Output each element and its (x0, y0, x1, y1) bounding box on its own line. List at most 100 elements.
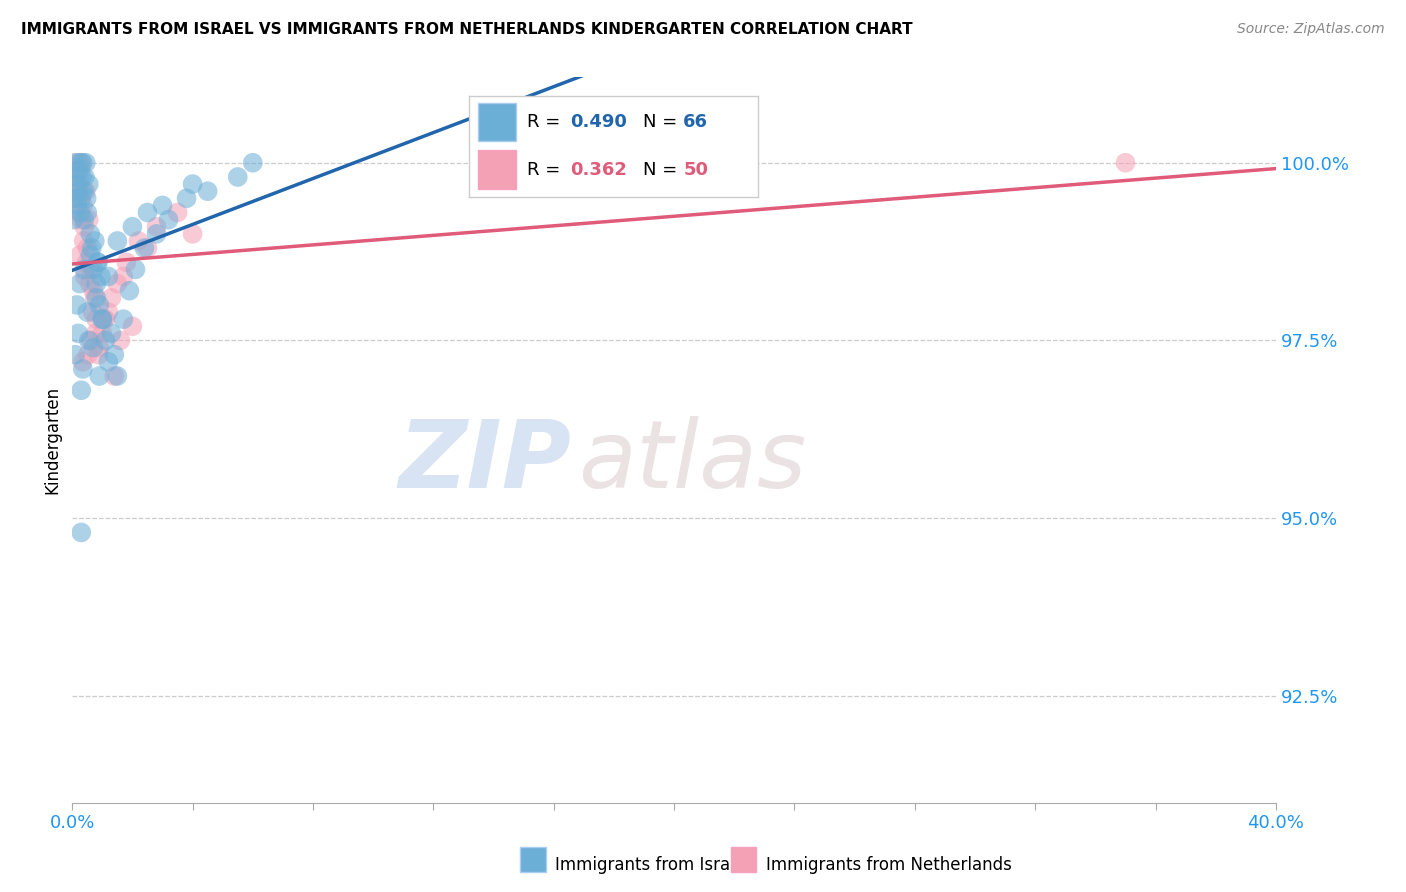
Point (77, 334, 100, 348)
Point (127, 234, 149, 248)
Point (79, 248, 101, 262)
Point (63, 191, 86, 205)
Point (66, 184, 89, 198)
Text: Source: ZipAtlas.com: Source: ZipAtlas.com (1237, 22, 1385, 37)
Point (72, 362, 94, 376)
Point (176, 191, 198, 205)
Point (67, 184, 90, 198)
Point (87, 255, 110, 269)
Point (70, 155, 93, 169)
Point (136, 241, 159, 255)
Point (105, 234, 128, 248)
Point (100, 326, 122, 341)
Point (70, 191, 93, 205)
Point (67, 326, 90, 341)
Point (226, 169, 249, 184)
Point (91, 312, 114, 326)
Point (121, 219, 143, 234)
Point (73, 184, 96, 198)
Point (73, 269, 96, 284)
Point (73, 212, 96, 227)
Point (67, 162, 90, 177)
Point (110, 334, 132, 348)
Point (72, 355, 94, 369)
Point (103, 369, 125, 384)
Point (181, 227, 204, 241)
Point (145, 219, 167, 234)
Point (66, 177, 89, 191)
Point (70, 212, 93, 227)
Point (66, 184, 89, 198)
Point (197, 184, 219, 198)
Point (89, 341, 111, 355)
Point (93, 312, 115, 326)
Point (75, 155, 97, 169)
Text: ZIP: ZIP (399, 416, 572, 508)
Point (80, 241, 103, 255)
Point (89, 298, 111, 312)
Point (69, 177, 91, 191)
Point (76, 241, 98, 255)
Point (83, 234, 105, 248)
Bar (520, 847, 546, 872)
Point (65, 169, 87, 184)
Point (66, 155, 89, 169)
Point (84, 277, 107, 291)
Point (105, 277, 128, 291)
Point (76, 205, 98, 219)
Point (112, 312, 135, 326)
Point (76, 305, 98, 319)
Point (79, 227, 101, 241)
Point (242, 155, 264, 169)
Point (97, 269, 120, 284)
Point (115, 255, 138, 269)
Point (145, 227, 167, 241)
Point (65, 169, 87, 184)
Text: atlas: atlas (578, 417, 806, 508)
Point (67, 191, 90, 205)
Point (62, 212, 84, 227)
Point (100, 291, 122, 305)
Point (73, 219, 96, 234)
Point (94, 312, 117, 326)
Point (1114, 155, 1136, 169)
Point (79, 262, 101, 277)
Point (70, 169, 93, 184)
Point (91, 326, 114, 341)
Point (69, 162, 91, 177)
Point (67, 205, 90, 219)
Y-axis label: Kindergarten: Kindergarten (44, 386, 60, 494)
Text: Immigrants from Netherlands: Immigrants from Netherlands (766, 856, 1012, 874)
Point (77, 177, 100, 191)
Point (84, 326, 107, 341)
Point (112, 269, 135, 284)
Point (90, 269, 112, 284)
Point (82, 262, 104, 277)
Text: IMMIGRANTS FROM ISRAEL VS IMMIGRANTS FROM NETHERLANDS KINDERGARTEN CORRELATION C: IMMIGRANTS FROM ISRAEL VS IMMIGRANTS FRO… (21, 22, 912, 37)
Point (65, 169, 87, 184)
Point (136, 205, 159, 219)
Point (76, 191, 98, 205)
Point (73, 169, 96, 184)
Point (73, 262, 96, 277)
Point (82, 305, 104, 319)
Point (73, 234, 96, 248)
Point (70, 384, 93, 398)
Point (65, 155, 87, 169)
Point (66, 298, 89, 312)
Point (69, 155, 91, 169)
Point (72, 155, 94, 169)
Point (97, 355, 120, 369)
Point (62, 191, 84, 205)
Point (82, 341, 104, 355)
Point (118, 284, 141, 298)
Text: Immigrants from Israel: Immigrants from Israel (555, 856, 745, 874)
Point (124, 262, 146, 277)
Point (82, 284, 104, 298)
Point (89, 369, 111, 384)
Point (121, 319, 143, 334)
Point (103, 348, 125, 362)
Point (70, 525, 93, 540)
Point (66, 198, 89, 212)
Point (87, 348, 110, 362)
